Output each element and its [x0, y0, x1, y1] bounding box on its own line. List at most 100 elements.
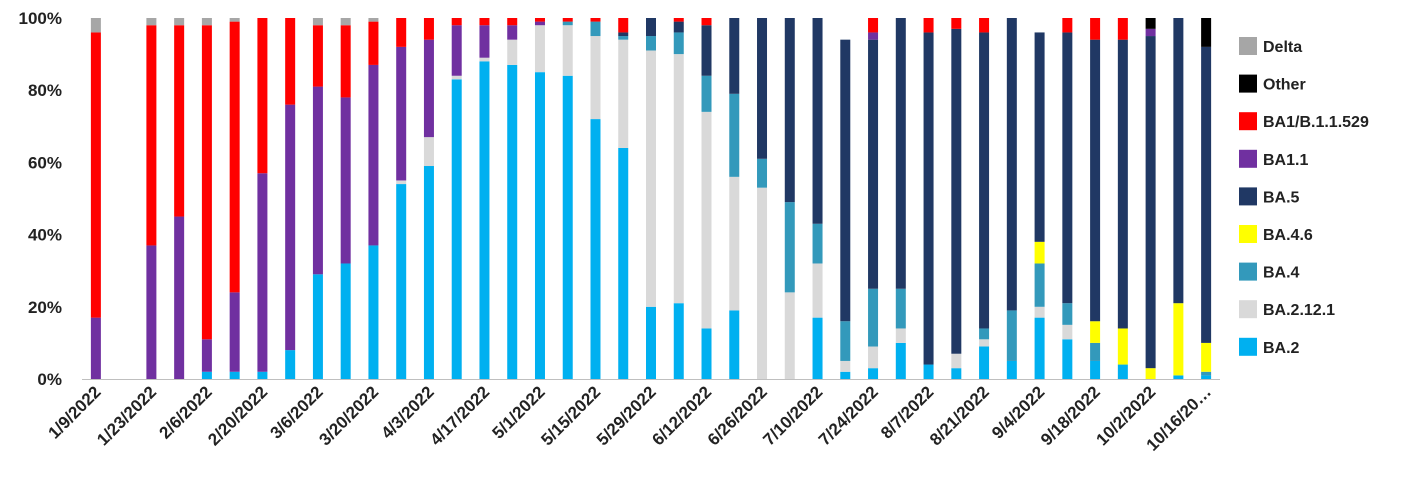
- bar-segment-ba-4: [1090, 342, 1101, 361]
- bar-segment-ba-2: [923, 364, 934, 379]
- bar-segment-ba1-1: [201, 339, 212, 372]
- bar-segment-ba-4: [757, 158, 768, 188]
- bar-segment-ba-5: [951, 28, 962, 354]
- bar-segment-ba-2: [812, 317, 823, 379]
- bar-segment-ba-5: [1034, 32, 1045, 242]
- bar-segment-ba-5: [840, 39, 851, 322]
- bar-segment-ba-2: [979, 346, 990, 379]
- bar-segment-ba-2: [1201, 375, 1212, 379]
- bar-segment-ba-5: [1117, 39, 1128, 329]
- x-tick-label: 6/12/2022: [648, 382, 715, 449]
- bar-segment-ba-4: [784, 202, 795, 293]
- bar-segment-ba-2: [673, 303, 684, 379]
- bar-segment-ba1-b-1-1-529: [1062, 18, 1073, 33]
- bar-segment-ba1-b-1-1-529: [479, 18, 490, 26]
- bar-segment-ba1-1: [174, 216, 185, 379]
- bar-segment-ba1-b-1-1-529: [146, 25, 157, 246]
- bar-segment-ba-4: [979, 328, 990, 340]
- legend-label: BA.5: [1263, 189, 1300, 206]
- bar-segment-ba-2: [1117, 364, 1128, 379]
- x-tick-label: 7/10/2022: [759, 382, 826, 449]
- bar-segment-delta: [340, 18, 351, 26]
- bar-segment-ba1-b-1-1-529: [368, 21, 379, 65]
- bar-segment-ba-2: [368, 245, 379, 379]
- bar-segment-ba-4: [1062, 303, 1073, 325]
- bar-segment-ba-2: [1090, 360, 1101, 379]
- bar-segment-ba-4: [646, 36, 656, 51]
- bar-segment-ba-2-12-1: [396, 180, 407, 185]
- legend-label: Delta: [1263, 39, 1302, 56]
- bar-segment-ba1-b-1-1-529: [312, 25, 323, 87]
- bar-segment-other: [1145, 18, 1156, 29]
- bar-segment-delta: [229, 18, 240, 22]
- y-tick-label: 40%: [28, 226, 62, 245]
- bar-segment-delta: [368, 18, 379, 22]
- bar-segment-ba-4-6: [1201, 342, 1212, 372]
- x-tick-label: 2/20/2022: [204, 382, 271, 449]
- legend-swatch: [1239, 262, 1257, 281]
- bar-segment-ba-2-12-1: [979, 339, 990, 347]
- bar-segment-ba-5: [923, 32, 934, 365]
- bar-segment-ba1-1: [451, 25, 462, 76]
- bar-segment-ba-2-12-1: [812, 263, 823, 318]
- bar-segment-ba-4-6: [1117, 328, 1128, 365]
- x-tick-label: 6/26/2022: [704, 382, 771, 449]
- bar-segment-ba-2: [1006, 360, 1017, 379]
- bar-segment-ba1-b-1-1-529: [285, 18, 296, 105]
- bar-segment-ba-2-12-1: [868, 346, 879, 369]
- bar-segment-ba-4: [840, 321, 851, 361]
- x-tick-label: 5/29/2022: [593, 382, 660, 449]
- bar-segment-ba1-1: [396, 46, 407, 181]
- bar-segment-ba-2-12-1: [507, 39, 518, 65]
- legend-label: BA.2.12.1: [1263, 302, 1335, 319]
- bar-segment-ba-2: [1034, 317, 1045, 379]
- bar-segment-ba-2-12-1: [840, 360, 851, 372]
- bar-segment-ba-4: [895, 288, 906, 329]
- bar-segment-ba1-b-1-1-529: [951, 18, 962, 29]
- bar-segment-ba1-1: [312, 86, 323, 275]
- bar-segment-delta: [201, 18, 212, 26]
- bar-segment-ba1-1: [507, 25, 518, 40]
- bar-segment-ba-4-6: [1090, 321, 1101, 343]
- bar-segment-ba-4: [1006, 310, 1017, 361]
- bar-segment-ba-5: [868, 39, 879, 289]
- y-axis: 0% 20% 40% 60% 80% 100%: [19, 9, 62, 389]
- bar-segment-ba1-b-1-1-529: [618, 18, 629, 33]
- bar-segment-ba-2: [1062, 339, 1073, 379]
- legend-swatch: [1239, 112, 1257, 131]
- x-tick-label: 7/24/2022: [815, 382, 882, 449]
- bar-segment-ba1-b-1-1-529: [174, 25, 185, 217]
- legend-swatch: [1239, 37, 1257, 55]
- bar-segment-ba-2: [618, 147, 629, 379]
- bar-segment-ba-2: [312, 274, 323, 379]
- bar-segment-ba-2: [285, 350, 296, 379]
- bar-segment-ba-2: [534, 72, 545, 380]
- bar-segment-ba1-b-1-1-529: [673, 18, 684, 22]
- bar-segment-ba1-b-1-1-529: [507, 18, 518, 26]
- bar-segment-ba-2: [340, 263, 351, 379]
- bar-segment-ba1-1: [534, 21, 545, 26]
- bar-segment-ba-2: [1173, 375, 1184, 379]
- bar-segment-ba-4-6: [1034, 241, 1045, 264]
- bar-segment-ba1-b-1-1-529: [396, 18, 407, 47]
- bar-segment-ba-2-12-1: [618, 39, 629, 148]
- bar-segment-ba1-b-1-1-529: [229, 21, 240, 293]
- bar-segment-ba-4: [562, 21, 573, 26]
- bar-segment-ba-2-12-1: [895, 328, 906, 343]
- bar-segment-delta: [90, 18, 101, 33]
- y-tick-label: 100%: [19, 9, 62, 28]
- bar-segment-ba-2: [840, 371, 851, 379]
- bar-segment-ba1-b-1-1-529: [979, 18, 990, 33]
- bar-segment-ba-4: [618, 36, 629, 40]
- bar-segment-ba-2-12-1: [673, 54, 684, 304]
- bar-segment-ba-5: [673, 21, 684, 33]
- bar-segment-ba1-b-1-1-529: [868, 18, 879, 33]
- x-tick-label: 4/17/2022: [426, 382, 493, 449]
- bar-segment-ba1-b-1-1-529: [590, 18, 601, 22]
- bar-segment-ba1-1: [368, 64, 379, 246]
- y-tick-label: 60%: [28, 153, 62, 172]
- x-axis: 1/9/20221/23/20222/6/20222/20/20223/6/20…: [44, 379, 1220, 455]
- bar-segment-ba-4: [868, 288, 879, 347]
- bar-segment-ba1-b-1-1-529: [340, 25, 351, 98]
